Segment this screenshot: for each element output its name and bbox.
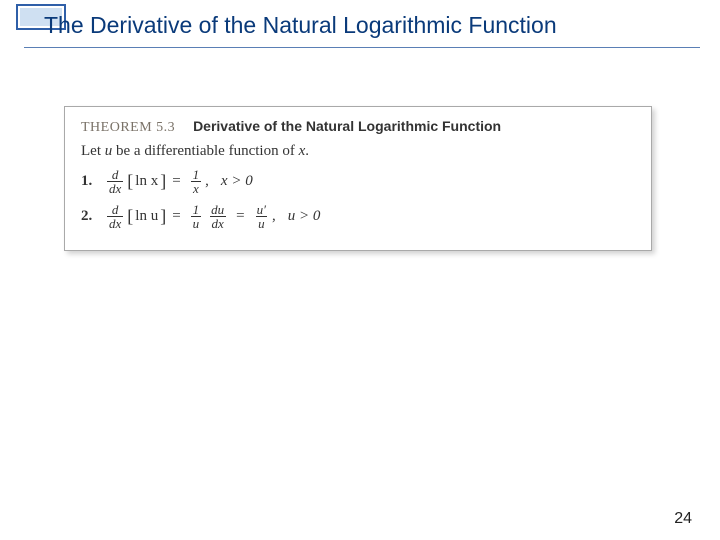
rhs-frac: u′ u <box>255 203 268 230</box>
frac-den: dx <box>210 216 226 230</box>
eq-condition: u > 0 <box>288 208 321 225</box>
theorem-box: THEOREM 5.3 Derivative of the Natural Lo… <box>64 106 652 251</box>
equals: = <box>236 208 244 225</box>
eq-inside: ln x <box>135 173 158 190</box>
rhs-frac: 1 x <box>191 168 202 195</box>
page-number: 24 <box>674 510 692 528</box>
theorem-label: THEOREM 5.3 <box>81 120 175 135</box>
slide-header: The Derivative of the Natural Logarithmi… <box>0 0 720 56</box>
theorem-intro: Let u be a differentiable function of x. <box>81 143 635 160</box>
bracket-close: ] <box>160 206 166 227</box>
eq-condition: x > 0 <box>221 173 253 190</box>
eq-number: 2. <box>81 208 103 225</box>
comma: , <box>272 208 276 225</box>
frac-den: dx <box>107 181 123 195</box>
intro-text: . <box>305 143 309 159</box>
equation-1: 1. d dx [ ln x ] = 1 x , x > 0 <box>81 168 635 195</box>
mid-frac-2: du dx <box>209 203 226 230</box>
equals: = <box>172 208 180 225</box>
frac-num: d <box>110 203 121 216</box>
frac-num: 1 <box>191 168 202 181</box>
theorem-title: Derivative of the Natural Logarithmic Fu… <box>193 118 501 134</box>
frac-num: du <box>209 203 226 216</box>
equals: = <box>172 173 180 190</box>
frac-num: u′ <box>255 203 268 216</box>
frac-den: dx <box>107 216 123 230</box>
frac-num: d <box>110 168 121 181</box>
frac-num: 1 <box>191 203 202 216</box>
eq-number: 1. <box>81 173 103 190</box>
comma: , <box>205 173 209 190</box>
ddx-operator: d dx <box>107 203 123 230</box>
bracket-open: [ <box>127 171 133 192</box>
page-title: The Derivative of the Natural Logarithmi… <box>44 12 557 39</box>
mid-frac-1: 1 u <box>191 203 202 230</box>
bracket-open: [ <box>127 206 133 227</box>
equation-2: 2. d dx [ ln u ] = 1 u du dx = u′ u , u … <box>81 203 635 230</box>
frac-den: u <box>191 216 202 230</box>
ddx-operator: d dx <box>107 168 123 195</box>
header-underline <box>24 47 700 48</box>
intro-text: Let <box>81 143 105 159</box>
intro-text: be a differentiable function of <box>112 143 298 159</box>
frac-den: x <box>191 181 201 195</box>
theorem-header: THEOREM 5.3 Derivative of the Natural Lo… <box>81 117 635 137</box>
bracket-close: ] <box>160 171 166 192</box>
frac-den: u <box>256 216 267 230</box>
eq-inside: ln u <box>135 208 158 225</box>
